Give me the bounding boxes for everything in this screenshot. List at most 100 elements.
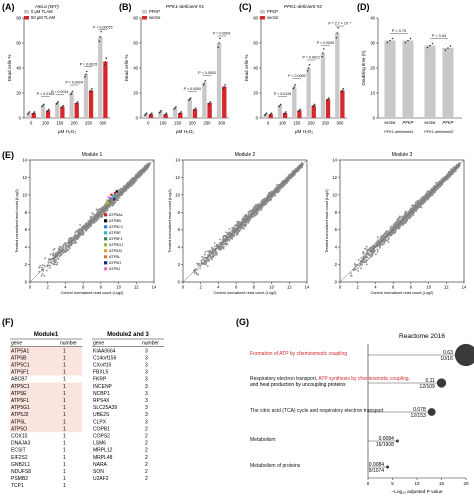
highlight-point — [112, 198, 116, 201]
gene-point — [42, 269, 45, 272]
gene-point — [49, 264, 52, 267]
y-tick-label: 2 — [25, 262, 28, 267]
gene-point — [264, 197, 267, 200]
gene-point — [259, 206, 262, 209]
legend-swatch — [142, 16, 147, 20]
gene-point — [456, 165, 459, 168]
gene-point — [237, 229, 240, 231]
gene-point — [235, 229, 237, 232]
x-tick-label: 150 — [174, 121, 182, 126]
replicate-dot — [294, 83, 296, 86]
x-tick-label: 8 — [100, 285, 103, 290]
gene-point — [211, 247, 214, 250]
gene-point — [41, 264, 44, 267]
y-tick-label: 12 — [175, 175, 180, 180]
pvalue-label: P = 0.0003 — [198, 71, 215, 75]
legend-label: ATP5L — [109, 255, 120, 259]
gene-point — [61, 248, 64, 251]
y-axis-label: Dead cells % — [244, 55, 249, 82]
gene-point — [420, 206, 423, 209]
replicate-dot — [100, 30, 102, 33]
gene-point — [233, 226, 235, 229]
y-axis-label: Treated normalized read count (Log2) — [15, 188, 19, 252]
replicate-dot — [322, 52, 324, 54]
pvalue-label: P = 0.70 — [392, 29, 406, 33]
y-tick-label: 10 — [370, 91, 375, 96]
gene-point — [268, 199, 271, 202]
gene-point — [41, 272, 44, 275]
gene-point — [74, 240, 77, 243]
x-tick-label: 8 — [410, 285, 413, 290]
gene-point — [357, 269, 359, 272]
legend-swatch — [142, 10, 147, 14]
bar — [88, 90, 94, 118]
gene-point — [259, 203, 262, 206]
gene-point — [398, 219, 401, 222]
replicate-dot — [223, 85, 226, 88]
legend-label: ATP5J — [109, 267, 120, 271]
gene-point — [224, 234, 227, 237]
diagonal-line — [182, 159, 308, 283]
gene-point — [94, 215, 97, 217]
x-tick-label: 0 — [339, 285, 342, 290]
panel-label-g: (G) — [236, 317, 249, 327]
gene-count: 1 — [63, 419, 66, 425]
gene-point — [82, 225, 84, 228]
x-tick-label: 14 — [152, 285, 157, 290]
gene-point — [134, 176, 137, 179]
gene-point — [417, 203, 420, 206]
y-axis-label: Dead cells % — [7, 55, 12, 82]
gene-point — [84, 228, 87, 231]
gene-point — [287, 177, 290, 179]
legend-swatch — [260, 10, 265, 14]
gene-point — [206, 265, 209, 267]
gene-point — [357, 267, 359, 269]
gene-point — [366, 259, 368, 262]
legend-label: vector — [267, 15, 279, 20]
gene-point — [243, 217, 245, 220]
gene-point — [445, 176, 448, 179]
gene-name: ATP5C1 — [11, 384, 30, 390]
bar — [325, 99, 331, 118]
x-tick-label: 0 — [147, 121, 150, 126]
replicate-dot — [426, 46, 429, 49]
bar — [263, 114, 268, 118]
gene-point — [130, 185, 132, 187]
x-tick-label: 6 — [392, 285, 395, 290]
table-header: gene — [11, 341, 22, 347]
gene-point — [130, 180, 133, 183]
y-tick-label: 10 — [332, 192, 337, 197]
gene-point — [280, 182, 283, 185]
gene-point — [398, 221, 401, 223]
gene-point — [379, 245, 382, 248]
gene-point — [215, 253, 218, 256]
gene-point — [374, 253, 377, 256]
gene-point — [415, 207, 418, 210]
gene-point — [294, 168, 297, 171]
gene-point — [97, 217, 100, 220]
x-tick-label: 14 — [305, 285, 310, 290]
gene-point — [383, 237, 386, 240]
gene-name: ATP5B — [11, 355, 27, 361]
gene-point — [376, 236, 379, 239]
group-label: PFK1-deficient#2 — [424, 130, 453, 134]
gene-count: 1 — [63, 426, 66, 432]
gene-point — [443, 177, 445, 180]
gene-point — [85, 222, 88, 225]
gene-point — [56, 261, 59, 264]
gene-point — [380, 239, 382, 242]
y-tick-label: 60 — [253, 41, 258, 46]
gene-point — [82, 230, 85, 233]
gene-point — [46, 265, 49, 268]
bar — [45, 110, 51, 118]
gene-point — [267, 200, 269, 203]
gene-point — [394, 231, 397, 233]
plot-frame — [29, 159, 155, 283]
gene-point — [222, 245, 225, 248]
gene-point — [360, 259, 362, 262]
gene-point — [395, 223, 398, 225]
panel-label-a: (A) — [2, 2, 15, 12]
gene-point — [425, 197, 428, 200]
gene-point — [404, 219, 407, 222]
row-highlight — [10, 368, 82, 376]
